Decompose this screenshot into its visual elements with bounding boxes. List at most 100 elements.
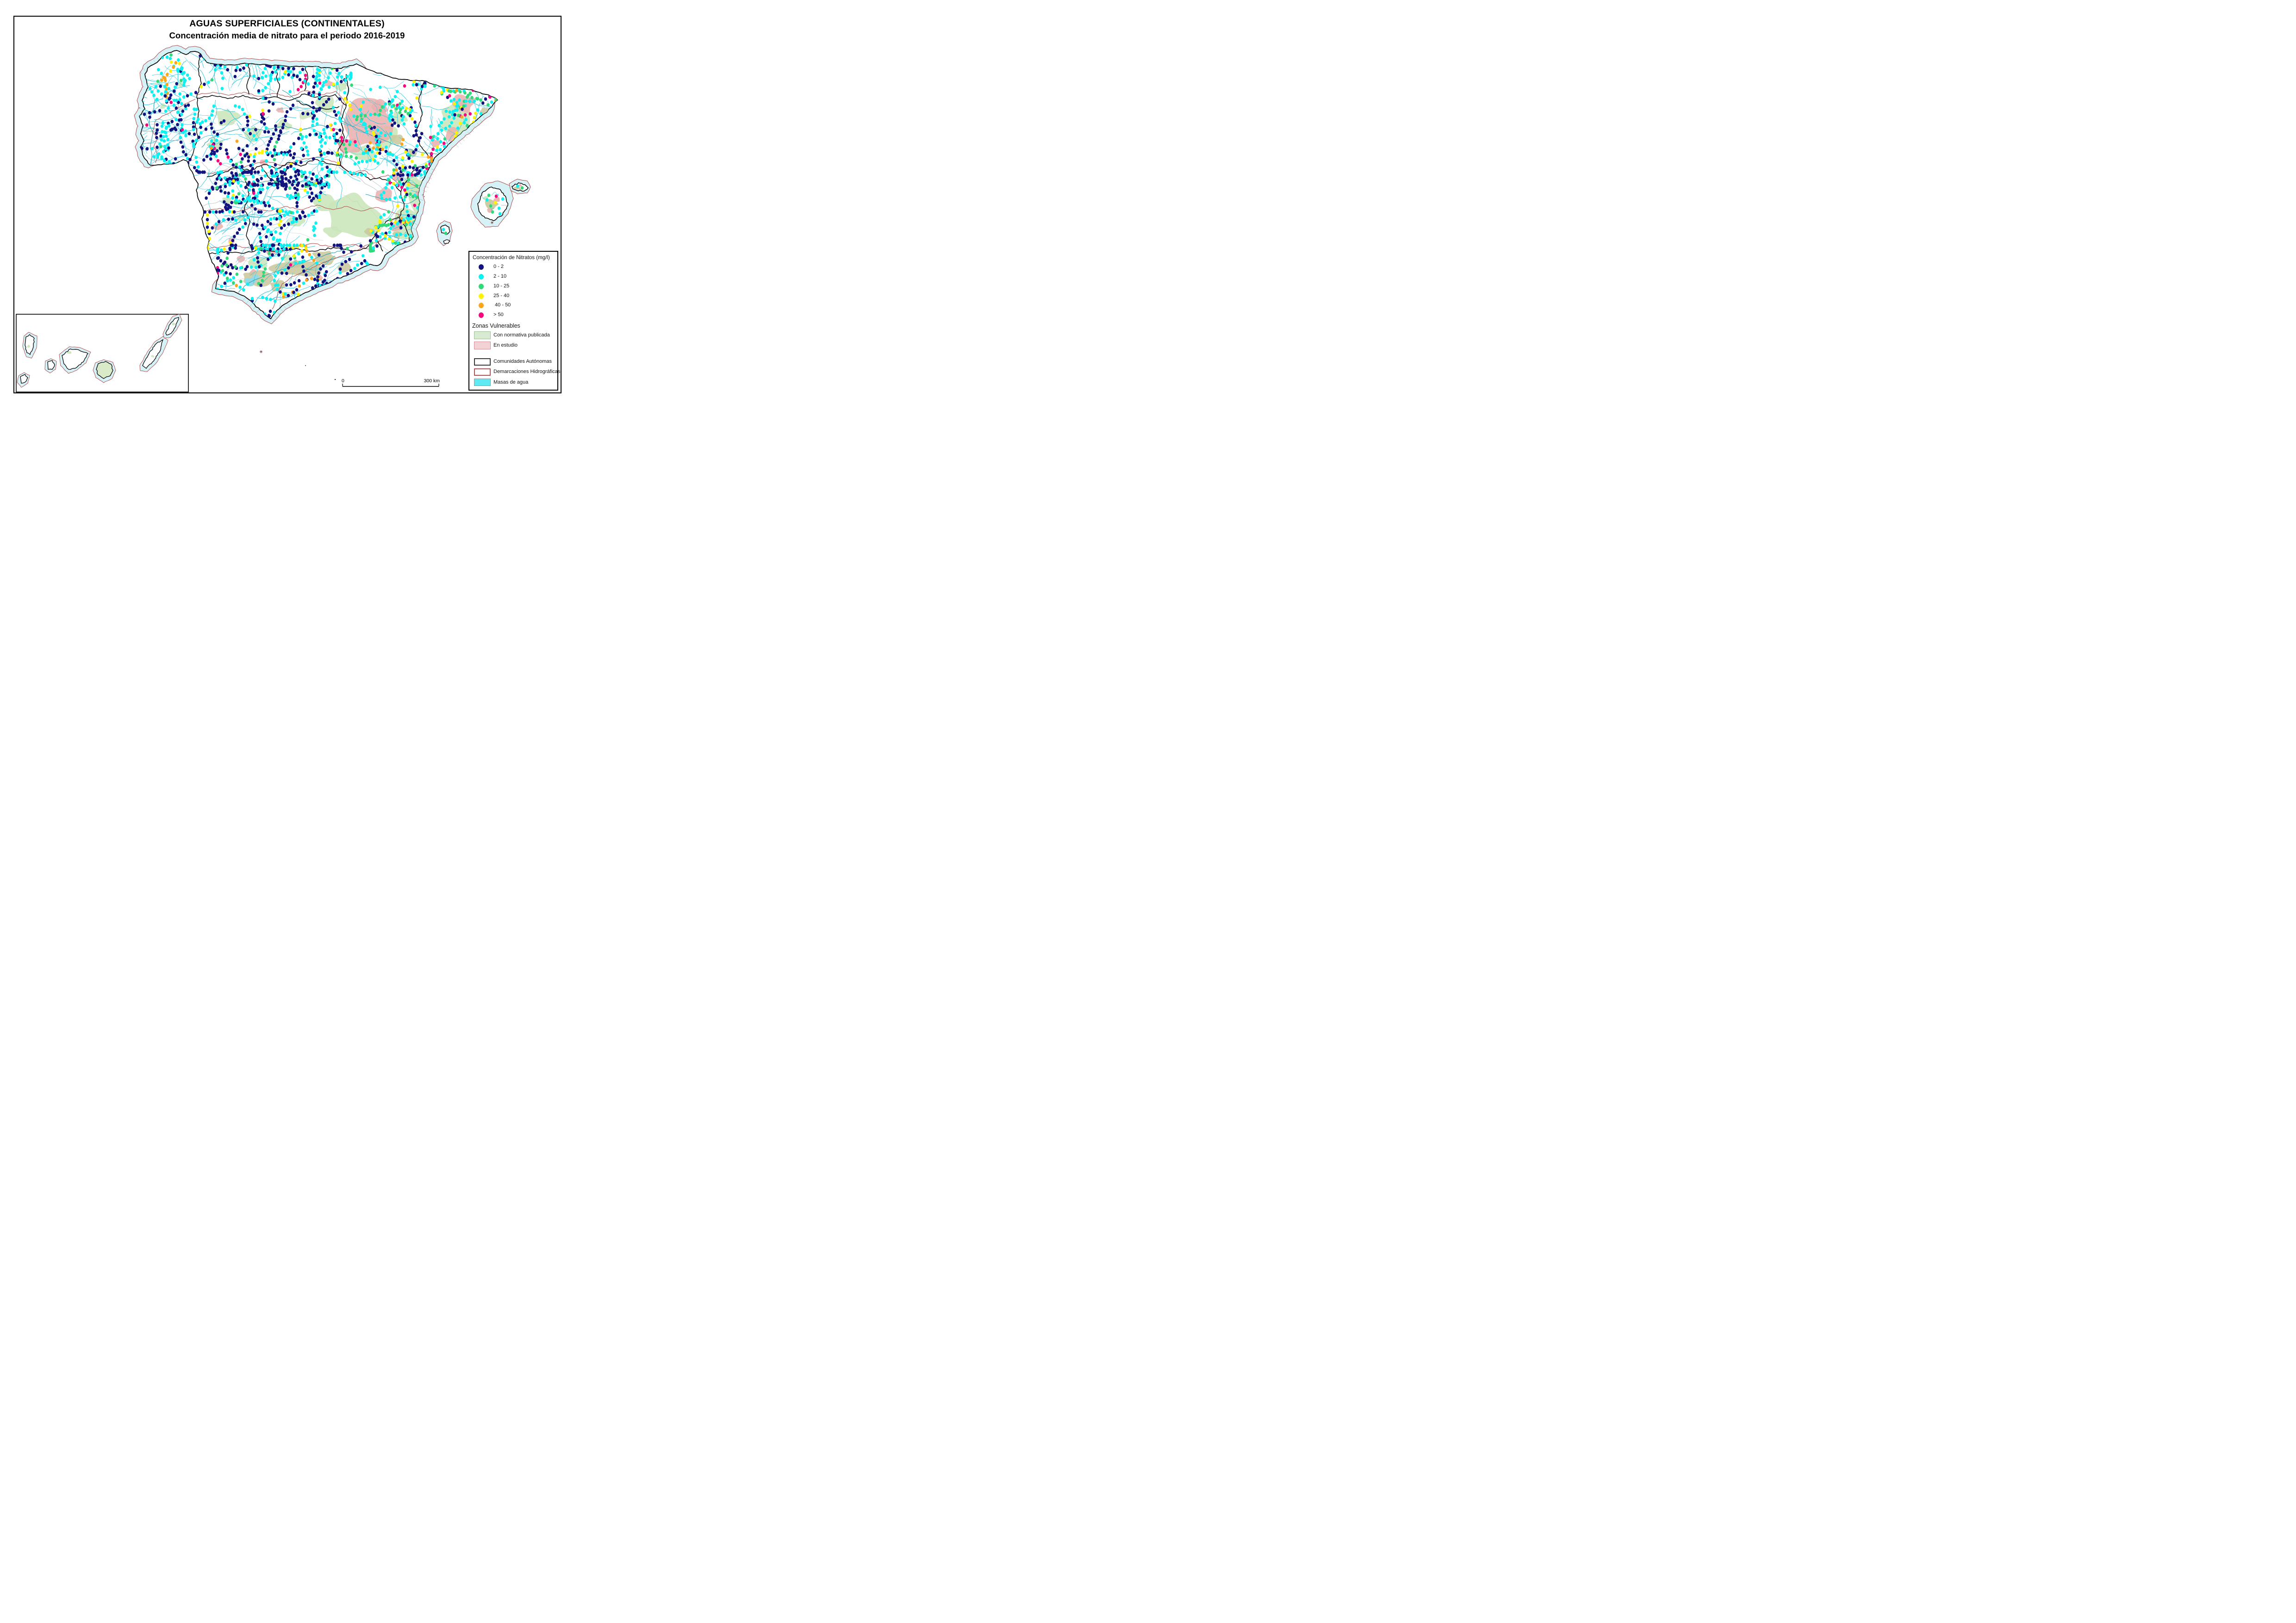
demarcacion-line bbox=[206, 156, 342, 174]
station-dot-cyan bbox=[395, 155, 398, 159]
legend-nitrates-title: Concentración de Nitratos (mg/l) bbox=[473, 255, 550, 261]
station-dot-cyan bbox=[274, 283, 277, 287]
station-dot-navy bbox=[218, 185, 222, 189]
station-dot-green bbox=[430, 192, 433, 195]
station-dot-navy bbox=[245, 265, 249, 268]
river bbox=[167, 72, 187, 87]
station-dot-green bbox=[495, 122, 498, 126]
station-dot-navy bbox=[186, 94, 189, 98]
station-dot-navy bbox=[286, 166, 289, 169]
river bbox=[347, 114, 373, 132]
station-dot-cyan bbox=[139, 162, 141, 166]
station-dot-cyan bbox=[275, 287, 279, 291]
river bbox=[455, 142, 468, 168]
river bbox=[143, 135, 148, 154]
station-dot-cyan bbox=[451, 112, 454, 117]
station-dot-yellow bbox=[360, 104, 363, 108]
station-dot-navy bbox=[344, 260, 348, 263]
station-dot-cyan bbox=[388, 152, 392, 155]
station-dot-cyan bbox=[409, 222, 412, 226]
station-dot-navy bbox=[263, 122, 266, 126]
station-dot-navy bbox=[285, 110, 289, 114]
station-dot-cyan bbox=[168, 162, 172, 166]
station-dot-navy bbox=[325, 174, 329, 177]
station-dot-cyan bbox=[392, 224, 395, 228]
river bbox=[243, 139, 274, 152]
station-dot-navy bbox=[309, 187, 312, 191]
station-dot-green bbox=[342, 143, 346, 146]
station-dot-navy bbox=[182, 150, 185, 154]
station-dot-navy bbox=[315, 178, 319, 182]
station-dot-cyan bbox=[218, 176, 221, 180]
station-dot-cyan bbox=[406, 210, 409, 213]
station-dot-green bbox=[458, 90, 462, 93]
zone-con-normativa bbox=[67, 351, 72, 354]
station-dot-navy bbox=[227, 204, 230, 207]
station-dot-green bbox=[235, 162, 238, 166]
station-dot-cyan bbox=[452, 98, 455, 101]
station-dot-yellow bbox=[200, 85, 203, 88]
station-dot-navy bbox=[177, 100, 180, 104]
station-dot-cyan bbox=[310, 182, 313, 186]
station-dot-cyan bbox=[250, 314, 254, 318]
river bbox=[208, 169, 220, 188]
station-dot-cyan bbox=[338, 271, 342, 274]
hatch-tick bbox=[274, 315, 278, 319]
station-dot-yellow bbox=[444, 82, 448, 86]
station-dot-navy bbox=[197, 136, 200, 139]
river bbox=[251, 278, 280, 307]
station-dot-cyan bbox=[318, 74, 321, 77]
station-dot-cyan bbox=[252, 74, 256, 78]
station-dot-cyan bbox=[430, 185, 433, 189]
station-dot-cyan bbox=[275, 173, 279, 176]
station-dot-cyan bbox=[160, 124, 164, 128]
station-dot-navy bbox=[314, 284, 318, 288]
station-dot-green bbox=[428, 194, 432, 198]
river bbox=[421, 106, 449, 110]
station-dot-cyan bbox=[304, 54, 307, 57]
station-dot-cyan bbox=[163, 85, 167, 88]
station-dot-navy bbox=[176, 123, 179, 126]
hatch-tick bbox=[461, 138, 465, 142]
station-dot-cyan bbox=[391, 153, 394, 157]
station-dot-cyan bbox=[332, 170, 336, 174]
station-dot-cyan bbox=[321, 182, 324, 186]
comunidad-line bbox=[416, 82, 434, 161]
station-dot-cyan bbox=[252, 258, 256, 261]
station-dot-navy bbox=[415, 83, 418, 87]
station-dot-cyan bbox=[387, 117, 391, 120]
station-dot-navy bbox=[289, 283, 293, 286]
station-dot-navy bbox=[187, 132, 191, 136]
station-dot-navy bbox=[202, 158, 206, 162]
legend-class-dot-4 bbox=[479, 303, 484, 308]
station-dot-green bbox=[363, 114, 367, 118]
station-dot-navy bbox=[495, 92, 498, 95]
station-dot-orange bbox=[305, 278, 308, 282]
station-dot-yellow bbox=[332, 82, 335, 86]
station-dot-cyan bbox=[333, 122, 337, 125]
hatch-tick bbox=[412, 227, 416, 230]
station-dot-cyan bbox=[262, 71, 265, 75]
station-dot-navy bbox=[241, 157, 244, 161]
station-dot-cyan bbox=[354, 298, 357, 302]
comunidad-line bbox=[187, 56, 202, 162]
station-dot-cyan bbox=[444, 109, 448, 113]
station-dot-navy bbox=[301, 112, 305, 115]
zone-en-estudio bbox=[518, 184, 522, 187]
river bbox=[231, 212, 241, 223]
station-dot-navy bbox=[174, 157, 177, 161]
station-dot-navy bbox=[417, 139, 420, 143]
station-dot-navy bbox=[284, 177, 287, 180]
river bbox=[150, 158, 166, 165]
station-dot-green bbox=[306, 238, 310, 242]
station-dot-cyan bbox=[471, 151, 474, 155]
station-dot-cyan bbox=[425, 220, 429, 224]
station-dot-navy bbox=[305, 273, 308, 277]
station-dot-navy bbox=[301, 211, 305, 214]
station-dot-yellow bbox=[376, 151, 379, 155]
station-dot-yellow bbox=[379, 220, 382, 224]
station-dot-cyan bbox=[269, 73, 273, 77]
station-dot-cyan bbox=[399, 195, 402, 199]
station-dot-yellow bbox=[284, 70, 287, 74]
station-dot-navy bbox=[319, 153, 323, 157]
